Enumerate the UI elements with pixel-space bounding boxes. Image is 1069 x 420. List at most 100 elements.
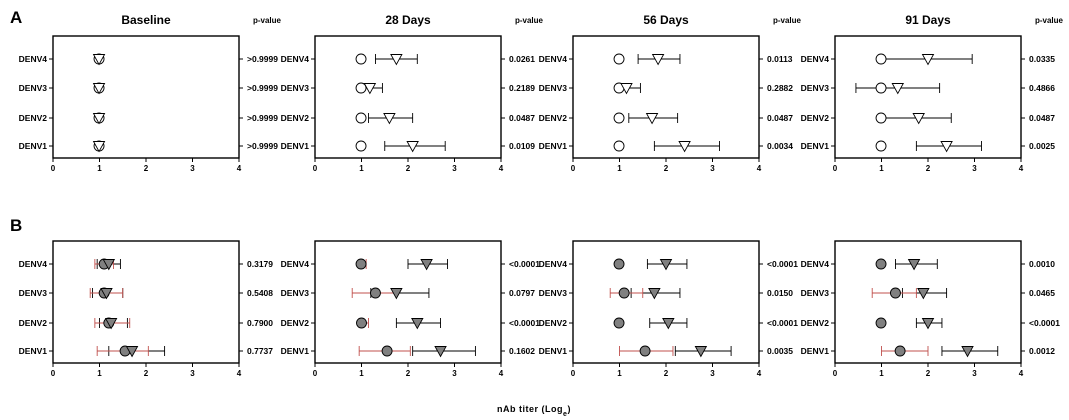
panel-title: 91 Days	[905, 13, 951, 27]
p-value: >0.9999	[247, 113, 278, 123]
triangle-marker	[620, 83, 633, 95]
x-tick-label: 4	[499, 164, 504, 173]
p-value: 0.0113	[767, 54, 793, 64]
x-tick-label: 3	[972, 164, 977, 173]
x-tick-label: 2	[926, 164, 931, 173]
p-value: 0.0010	[1029, 259, 1055, 269]
panel-a-2: 28 Days p-value 0 1 2 3 4 DENV4 0.0261 DENV3 0.218…	[281, 13, 544, 173]
p-value: 0.1602	[509, 346, 535, 356]
category-label: DENV2	[539, 318, 568, 328]
category-label: DENV1	[19, 141, 48, 151]
category-label: DENV1	[19, 346, 48, 356]
x-tick-label: 2	[144, 369, 149, 378]
p-value: 0.3179	[247, 259, 273, 269]
p-value: 0.2189	[509, 83, 535, 93]
category-label: DENV1	[801, 141, 830, 151]
x-tick-label: 1	[617, 369, 622, 378]
p-value: 0.0261	[509, 54, 535, 64]
panel-a-4: 91 Days p-value 0 1 2 3 4 DENV4 0.0335 DENV3 0.486…	[801, 13, 1064, 173]
triangle-marker	[961, 346, 974, 358]
category-label: DENV3	[281, 83, 310, 93]
category-label: DENV4	[801, 54, 830, 64]
p-value: <0.0001	[509, 318, 540, 328]
category-label: DENV2	[801, 113, 830, 123]
triangle-marker	[648, 288, 661, 300]
category-label: DENV1	[539, 346, 568, 356]
p-value: <0.0001	[767, 259, 798, 269]
panel-title: 56 Days	[643, 13, 689, 27]
triangle-marker	[104, 318, 118, 330]
x-tick-label: 0	[571, 369, 576, 378]
x-tick-label: 3	[190, 369, 195, 378]
triangle-marker	[406, 141, 419, 153]
x-tick-label: 0	[571, 164, 576, 173]
x-tick-label: 2	[144, 164, 149, 173]
p-value: 0.0335	[1029, 54, 1055, 64]
circle-marker	[613, 317, 625, 329]
category-label: DENV3	[19, 288, 48, 298]
x-tick-label: 0	[833, 369, 838, 378]
x-axis-title-suffix: )	[567, 404, 571, 414]
circle-marker	[875, 112, 887, 124]
x-tick-label: 3	[710, 369, 715, 378]
circle-marker	[618, 287, 630, 299]
category-label: DENV1	[801, 346, 830, 356]
x-tick-label: 0	[313, 369, 318, 378]
x-axis-title-main: nAb titer (Log	[497, 404, 563, 414]
p-value-header: p-value	[515, 16, 544, 25]
triangle-marker	[940, 141, 953, 153]
circle-marker	[613, 112, 625, 124]
triangle-marker	[102, 259, 116, 271]
panel-frame	[572, 35, 760, 159]
p-value: 0.2882	[767, 83, 793, 93]
category-label: DENV2	[19, 318, 48, 328]
circle-marker	[355, 140, 367, 152]
circle-marker	[356, 317, 367, 329]
category-label: DENV4	[539, 259, 568, 269]
x-tick-label: 4	[499, 369, 504, 378]
panel-a-1: Baseline p-value 0 1 2 3 4 DENV4 >0.9999 DENV3 >0.…	[19, 13, 282, 173]
x-tick-label: 0	[313, 164, 318, 173]
x-tick-label: 1	[617, 164, 622, 173]
x-tick-label: 3	[710, 164, 715, 173]
panel-b-1: 0 1 2 3 4 DENV4 0.3179 DENV3 0.5408 DENV2 0.7900 DE…	[19, 240, 273, 378]
circle-marker	[875, 317, 887, 329]
category-label: DENV4	[19, 54, 48, 64]
triangle-marker	[390, 288, 403, 300]
p-value-header: p-value	[773, 16, 802, 25]
category-label: DENV3	[281, 288, 310, 298]
circle-marker	[875, 82, 887, 94]
panel-title: 28 Days	[385, 13, 431, 27]
x-tick-label: 4	[237, 164, 242, 173]
x-tick-label: 2	[664, 164, 669, 173]
panel-letter: A	[10, 8, 22, 27]
p-value: 0.0012	[1029, 346, 1055, 356]
p-value: 0.0109	[509, 141, 535, 151]
category-label: DENV4	[801, 259, 830, 269]
triangle-marker	[383, 113, 396, 125]
category-label: DENV4	[539, 54, 568, 64]
p-value: 0.5408	[247, 288, 273, 298]
x-tick-label: 0	[51, 164, 56, 173]
p-value: <0.0001	[1029, 318, 1060, 328]
panel-frame	[834, 240, 1022, 364]
triangle-marker	[921, 318, 935, 330]
panel-b-4: 0 1 2 3 4 DENV4 0.0010 DENV3 0.0465 DENV2 <0.0001 D…	[801, 240, 1060, 378]
p-value: <0.0001	[767, 318, 798, 328]
triangle-marker	[125, 346, 139, 358]
panel-frame	[314, 35, 502, 159]
triangle-marker	[912, 113, 925, 125]
category-label: DENV2	[539, 113, 568, 123]
triangle-marker	[678, 141, 691, 153]
p-value-header: p-value	[1035, 16, 1064, 25]
x-tick-label: 2	[406, 369, 411, 378]
p-value: 0.0150	[767, 288, 793, 298]
triangle-marker	[92, 54, 106, 66]
x-tick-label: 1	[359, 369, 364, 378]
x-tick-label: 2	[406, 164, 411, 173]
circle-marker	[370, 287, 381, 299]
panel-frame	[52, 240, 240, 364]
x-tick-label: 1	[359, 164, 364, 173]
p-value: 0.7737	[247, 346, 273, 356]
